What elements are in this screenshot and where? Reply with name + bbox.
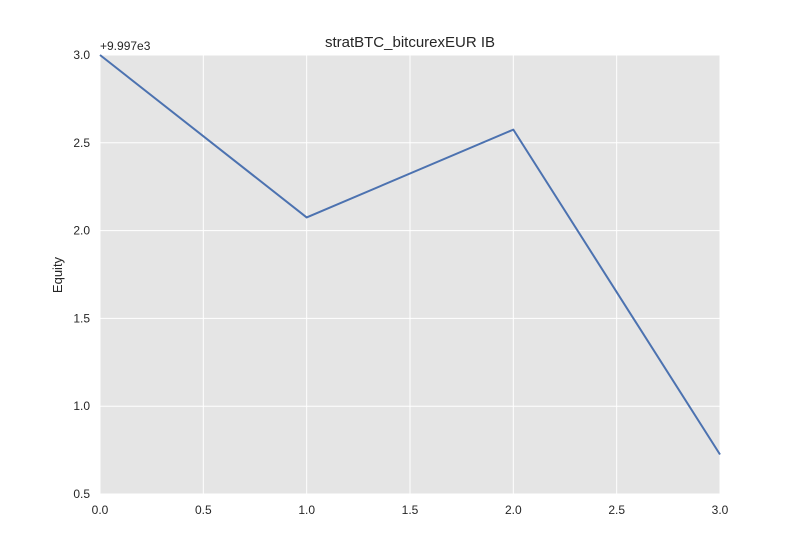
x-tick-label: 1.5: [402, 503, 419, 517]
y-axis-label: Equity: [50, 256, 65, 293]
chart-title: stratBTC_bitcurexEUR IB: [325, 34, 495, 51]
grid-lines: [99, 54, 721, 495]
x-tick-label: 0.0: [92, 503, 109, 517]
x-tick-label: 2.0: [505, 503, 522, 517]
y-tick-label: 2.0: [73, 224, 90, 238]
x-tick-label: 2.5: [608, 503, 625, 517]
y-tick-labels: 0.5 1.0 1.5 2.0 2.5 3.0: [73, 48, 90, 501]
y-tick-label: 0.5: [73, 487, 90, 501]
y-tick-label: 3.0: [73, 48, 90, 62]
x-tick-labels: 0.0 0.5 1.0 1.5 2.0 2.5 3.0: [92, 503, 729, 517]
y-tick-label: 1.5: [73, 311, 90, 325]
series-layer: [99, 54, 721, 456]
x-tick-label: 1.0: [298, 503, 315, 517]
y-tick-label: 2.5: [73, 136, 90, 150]
equity-series-line: [99, 54, 721, 456]
y-tick-label: 1.0: [73, 399, 90, 413]
y-offset-label: +9.997e3: [100, 39, 151, 53]
x-tick-label: 0.5: [195, 503, 212, 517]
x-tick-label: 3.0: [712, 503, 729, 517]
